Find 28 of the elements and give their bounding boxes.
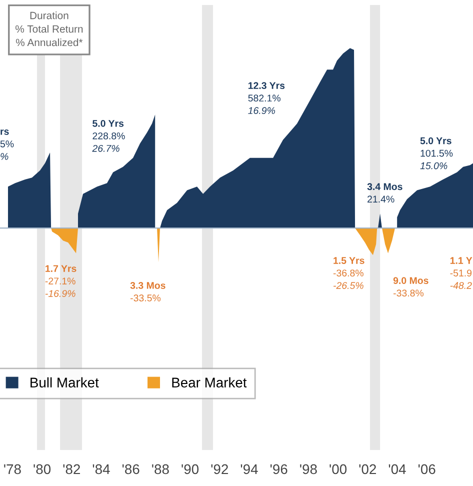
annotation: 3.4 Mos 21.4% <box>367 183 402 203</box>
annotation: rs 5% % <box>0 130 14 160</box>
x-tick-label: '80 <box>34 464 51 474</box>
annotation: 12.3 Yrs 582.1% 16.9% <box>248 82 285 114</box>
annotation: 5.0 Yrs 101.5% 15.0% <box>420 137 453 170</box>
x-tick-label: '98 <box>300 464 317 474</box>
text: 3.3 Mos -33.5% <box>130 282 166 302</box>
annotation: 5.0 Yrs 228.8% 26.7% <box>92 120 125 152</box>
x-tick-label: '90 <box>182 464 199 474</box>
annotation: 1.5 Yrs -36.8% -26.5% <box>333 257 364 289</box>
x-tick-label: '78 <box>4 464 21 474</box>
x-tick-label: '82 <box>63 464 80 474</box>
legend-label: Bear Market <box>172 377 247 388</box>
x-tick-label: '96 <box>270 464 288 474</box>
x-tick-label: '00 <box>330 464 347 474</box>
x-tick-label: '02 <box>359 464 376 474</box>
x-tick-label: '84 <box>92 464 110 474</box>
x-tick-label: '88 <box>152 464 169 474</box>
x-tick-label: '04 <box>388 464 406 474</box>
x-tick-label: '06 <box>418 464 436 474</box>
text: Duration % Total Return % Annualized* <box>16 12 83 46</box>
x-tick-label: '94 <box>240 464 258 474</box>
annotation: 1.1 Y -51.9 -48.2 <box>450 257 472 289</box>
x-tick-label: '92 <box>211 464 228 474</box>
text: 9.0 Mos -33.8% <box>393 277 428 297</box>
text: 1.7 Yrs -27.1% -16.9% <box>45 265 76 297</box>
x-tick-label: '86 <box>122 464 140 474</box>
legend-label: Bull Market <box>30 377 99 388</box>
